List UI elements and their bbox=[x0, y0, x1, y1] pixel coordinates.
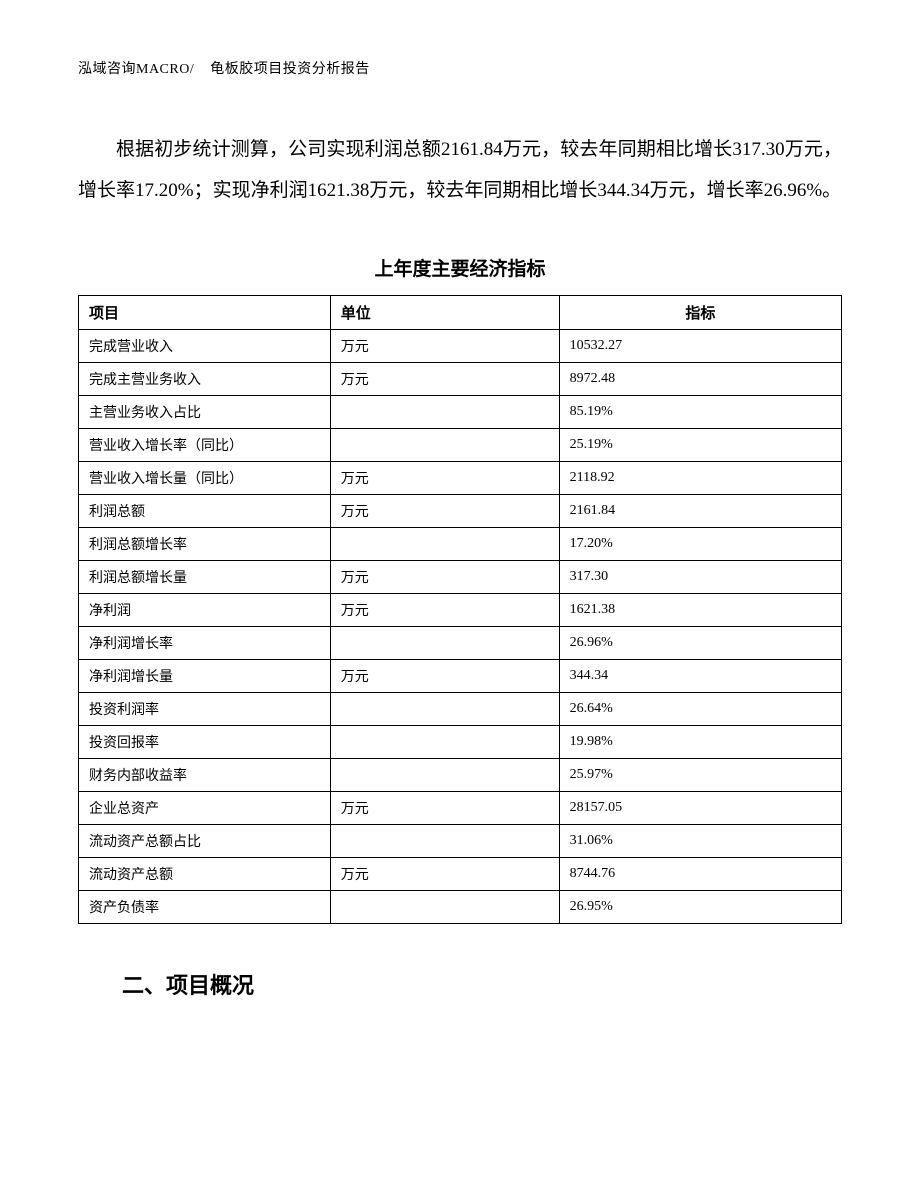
cell-unit bbox=[330, 725, 559, 758]
cell-project: 营业收入增长率（同比） bbox=[79, 428, 331, 461]
cell-metric: 1621.38 bbox=[559, 593, 841, 626]
table-row: 流动资产总额占比 31.06% bbox=[79, 824, 842, 857]
cell-project: 流动资产总额占比 bbox=[79, 824, 331, 857]
col-header-metric: 指标 bbox=[559, 295, 841, 329]
cell-metric: 31.06% bbox=[559, 824, 841, 857]
header-doc-title: 龟板胶项目投资分析报告 bbox=[210, 62, 370, 77]
cell-project: 净利润增长率 bbox=[79, 626, 331, 659]
table-row: 投资利润率 26.64% bbox=[79, 692, 842, 725]
cell-unit: 万元 bbox=[330, 329, 559, 362]
cell-unit: 万元 bbox=[330, 560, 559, 593]
table-row: 净利润万元1621.38 bbox=[79, 593, 842, 626]
table-row: 净利润增长率 26.96% bbox=[79, 626, 842, 659]
cell-unit bbox=[330, 395, 559, 428]
cell-metric: 344.34 bbox=[559, 659, 841, 692]
table-row: 主营业务收入占比 85.19% bbox=[79, 395, 842, 428]
cell-project: 净利润 bbox=[79, 593, 331, 626]
cell-unit bbox=[330, 527, 559, 560]
cell-metric: 17.20% bbox=[559, 527, 841, 560]
cell-unit: 万元 bbox=[330, 659, 559, 692]
table-row: 完成主营业务收入万元8972.48 bbox=[79, 362, 842, 395]
cell-metric: 85.19% bbox=[559, 395, 841, 428]
cell-project: 完成主营业务收入 bbox=[79, 362, 331, 395]
table-row: 营业收入增长量（同比）万元2118.92 bbox=[79, 461, 842, 494]
cell-unit bbox=[330, 428, 559, 461]
cell-project: 利润总额增长率 bbox=[79, 527, 331, 560]
table-row: 财务内部收益率 25.97% bbox=[79, 758, 842, 791]
cell-metric: 26.95% bbox=[559, 890, 841, 923]
table-row: 流动资产总额万元8744.76 bbox=[79, 857, 842, 890]
cell-unit bbox=[330, 890, 559, 923]
table-row: 净利润增长量万元344.34 bbox=[79, 659, 842, 692]
cell-project: 营业收入增长量（同比） bbox=[79, 461, 331, 494]
cell-project: 净利润增长量 bbox=[79, 659, 331, 692]
cell-project: 投资利润率 bbox=[79, 692, 331, 725]
cell-unit: 万元 bbox=[330, 461, 559, 494]
table-title: 上年度主要经济指标 bbox=[78, 254, 842, 281]
cell-metric: 25.97% bbox=[559, 758, 841, 791]
cell-unit: 万元 bbox=[330, 791, 559, 824]
cell-metric: 25.19% bbox=[559, 428, 841, 461]
cell-unit bbox=[330, 692, 559, 725]
page-header: 泓域咨询MACRO/ 龟板胶项目投资分析报告 bbox=[78, 58, 842, 78]
table-row: 企业总资产万元28157.05 bbox=[79, 791, 842, 824]
table-row: 完成营业收入万元10532.27 bbox=[79, 329, 842, 362]
cell-project: 资产负债率 bbox=[79, 890, 331, 923]
economic-indicators-table: 项目 单位 指标 完成营业收入万元10532.27完成主营业务收入万元8972.… bbox=[78, 295, 842, 924]
header-company: 泓域咨询MACRO/ bbox=[78, 62, 194, 77]
cell-unit: 万元 bbox=[330, 593, 559, 626]
body-paragraph: 根据初步统计测算，公司实现利润总额2161.84万元，较去年同期相比增长317.… bbox=[78, 130, 842, 212]
cell-project: 企业总资产 bbox=[79, 791, 331, 824]
table-row: 利润总额增长量万元317.30 bbox=[79, 560, 842, 593]
cell-project: 利润总额增长量 bbox=[79, 560, 331, 593]
cell-unit bbox=[330, 758, 559, 791]
cell-project: 利润总额 bbox=[79, 494, 331, 527]
cell-metric: 8744.76 bbox=[559, 857, 841, 890]
cell-metric: 317.30 bbox=[559, 560, 841, 593]
cell-unit: 万元 bbox=[330, 494, 559, 527]
table-row: 利润总额万元2161.84 bbox=[79, 494, 842, 527]
cell-unit: 万元 bbox=[330, 857, 559, 890]
cell-metric: 2161.84 bbox=[559, 494, 841, 527]
cell-project: 流动资产总额 bbox=[79, 857, 331, 890]
cell-metric: 8972.48 bbox=[559, 362, 841, 395]
table-row: 资产负债率 26.95% bbox=[79, 890, 842, 923]
section-heading: 二、项目概况 bbox=[78, 968, 842, 1000]
cell-unit bbox=[330, 626, 559, 659]
cell-project: 主营业务收入占比 bbox=[79, 395, 331, 428]
cell-unit bbox=[330, 824, 559, 857]
cell-metric: 10532.27 bbox=[559, 329, 841, 362]
cell-metric: 26.96% bbox=[559, 626, 841, 659]
table-header-row: 项目 单位 指标 bbox=[79, 295, 842, 329]
cell-metric: 26.64% bbox=[559, 692, 841, 725]
table-row: 投资回报率 19.98% bbox=[79, 725, 842, 758]
cell-project: 财务内部收益率 bbox=[79, 758, 331, 791]
col-header-project: 项目 bbox=[79, 295, 331, 329]
cell-metric: 19.98% bbox=[559, 725, 841, 758]
cell-metric: 2118.92 bbox=[559, 461, 841, 494]
cell-project: 投资回报率 bbox=[79, 725, 331, 758]
cell-project: 完成营业收入 bbox=[79, 329, 331, 362]
table-row: 营业收入增长率（同比） 25.19% bbox=[79, 428, 842, 461]
cell-unit: 万元 bbox=[330, 362, 559, 395]
cell-metric: 28157.05 bbox=[559, 791, 841, 824]
col-header-unit: 单位 bbox=[330, 295, 559, 329]
table-row: 利润总额增长率 17.20% bbox=[79, 527, 842, 560]
